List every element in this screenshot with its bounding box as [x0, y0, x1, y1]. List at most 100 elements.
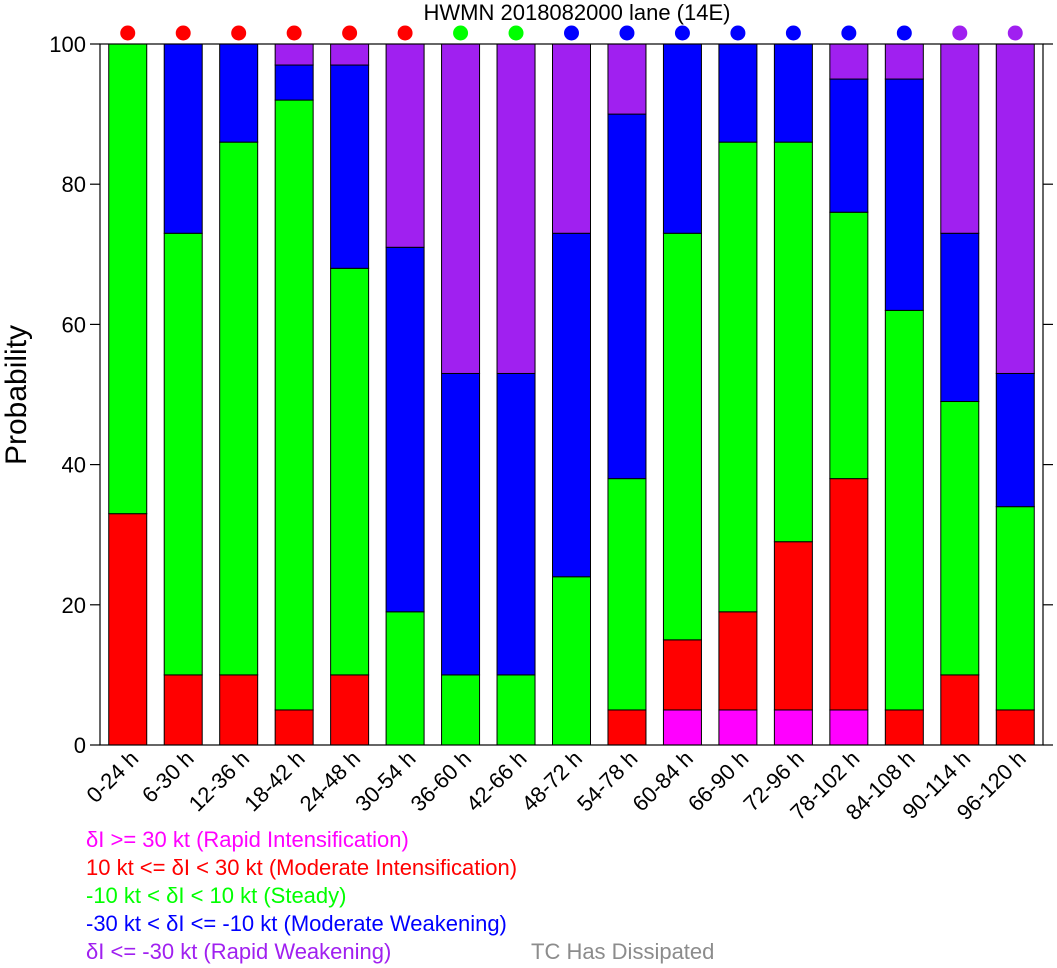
bar-segment-0-24h-s1	[108, 513, 148, 746]
bar-segment-72-96h-s0	[773, 709, 813, 746]
x-tick-label: 42-66 h	[461, 746, 531, 816]
indicator-dot-54-78h	[619, 25, 635, 41]
bar-segment-24-48h-s2	[330, 267, 370, 676]
x-tick-label: 48-72 h	[517, 746, 587, 816]
y-tick-label: 20	[62, 593, 86, 618]
bar-segment-84-108h-s3	[884, 78, 924, 311]
legend-entry: -10 kt < δI < 10 kt (Steady)	[86, 883, 347, 908]
bar-segment-96-120h-s2	[995, 506, 1035, 711]
bar-segment-96-120h-s3	[995, 372, 1035, 508]
y-tick-label: 100	[49, 32, 86, 57]
x-tick-label: 30-54 h	[350, 746, 420, 816]
bar-segment-18-42h-s4	[274, 43, 314, 66]
bar-segment-6-30h-s2	[163, 232, 203, 676]
bar-segment-84-108h-s1	[884, 709, 924, 746]
bar-segment-48-72h-s2	[552, 576, 591, 746]
bar-segment-96-120h-s1	[995, 709, 1035, 746]
bar-segment-42-66h-s3	[496, 372, 536, 676]
legend-entry: δI <= -30 kt (Rapid Weakening)	[86, 939, 392, 964]
legend: δI >= 30 kt (Rapid Intensification) 10 kt…	[86, 826, 517, 966]
y-tick-label: 80	[62, 172, 86, 197]
bar-segment-54-78h-s3	[607, 113, 647, 480]
bar-segment-90-114h-s4	[940, 43, 980, 234]
legend-entry: δI >= 30 kt (Rapid Intensification)	[86, 827, 409, 852]
legend-dissipated: TC Has Dissipated	[531, 939, 715, 964]
bar-segment-54-78h-s4	[607, 43, 647, 115]
indicator-dot-36-60h	[453, 25, 469, 41]
bars-layer	[108, 43, 1035, 746]
indicator-dot-96-120h	[1007, 25, 1023, 41]
x-tick-label: 66-90 h	[683, 746, 753, 816]
bar-segment-60-84h-s0	[662, 709, 702, 746]
x-tick-label: 54-78 h	[572, 746, 642, 816]
indicator-dot-30-54h	[397, 25, 413, 41]
x-tick-label: 12-36 h	[184, 746, 254, 816]
bar-segment-42-66h-s4	[496, 43, 536, 374]
bar-segment-24-48h-s3	[330, 64, 370, 269]
bar-segment-12-36h-s1	[219, 674, 259, 746]
bar-segment-18-42h-s1	[274, 709, 314, 746]
bar-segment-24-48h-s4	[330, 43, 370, 66]
bar-segment-6-30h-s1	[163, 674, 203, 746]
bar-segment-78-102h-s3	[829, 78, 869, 213]
bar-segment-48-72h-s3	[552, 232, 591, 578]
bar-segment-72-96h-s1	[773, 541, 813, 711]
bar-segment-66-90h-s2	[718, 141, 758, 613]
indicator-dot-66-90h	[730, 25, 746, 41]
bar-segment-18-42h-s3	[274, 64, 314, 101]
indicator-dots-layer	[120, 25, 1023, 41]
bar-segment-60-84h-s2	[662, 232, 702, 641]
bar-segment-54-78h-s2	[607, 478, 647, 711]
bar-segment-90-114h-s3	[940, 232, 980, 403]
y-tick-label: 60	[62, 312, 86, 337]
plot-frame	[99, 43, 1044, 746]
bar-segment-72-96h-s2	[773, 141, 813, 543]
bar-segment-30-54h-s2	[385, 611, 425, 746]
bar-segment-66-90h-s0	[718, 709, 758, 746]
indicator-dot-60-84h	[674, 25, 690, 41]
x-tick-label: 0-24 h	[81, 746, 143, 808]
indicator-dot-48-72h	[564, 25, 579, 41]
bar-segment-18-42h-s2	[274, 99, 314, 711]
indicator-dot-72-96h	[785, 25, 801, 41]
x-tick-label: 60-84 h	[628, 746, 698, 816]
bar-segment-78-102h-s0	[829, 709, 869, 746]
x-tick-label: 36-60 h	[406, 746, 476, 816]
bar-segment-90-114h-s2	[940, 401, 980, 676]
x-tick-label: 24-48 h	[295, 746, 365, 816]
x-tick-label: 18-42 h	[239, 746, 309, 816]
indicator-dot-42-66h	[508, 25, 524, 41]
bar-segment-66-90h-s3	[718, 43, 758, 143]
bar-segment-96-120h-s4	[995, 43, 1035, 374]
bar-segment-36-60h-s3	[441, 372, 481, 676]
bar-segment-78-102h-s4	[829, 43, 869, 80]
bar-segment-12-36h-s2	[219, 141, 259, 676]
legend-entry: 10 kt <= δI < 30 kt (Moderate Intensific…	[86, 855, 518, 880]
indicator-dot-12-36h	[231, 25, 247, 41]
bar-segment-36-60h-s2	[441, 674, 481, 746]
chart-title: HWMN 2018082000 lane (14E)	[424, 0, 731, 25]
y-tick-label: 40	[62, 453, 86, 478]
bar-segment-24-48h-s1	[330, 674, 370, 746]
indicator-dot-84-108h	[896, 25, 912, 41]
legend-entry: -30 kt < δI <= -10 kt (Moderate Weakenin…	[86, 911, 507, 936]
indicator-dot-90-114h	[952, 25, 968, 41]
bar-segment-84-108h-s4	[884, 43, 924, 80]
bar-segment-78-102h-s1	[829, 478, 869, 711]
bar-segment-30-54h-s3	[385, 246, 425, 613]
bar-segment-66-90h-s1	[718, 611, 758, 711]
bar-segment-30-54h-s4	[385, 43, 425, 248]
bar-segment-54-78h-s1	[607, 709, 647, 746]
indicator-dot-18-42h	[286, 25, 302, 41]
bar-segment-72-96h-s3	[773, 43, 813, 143]
bar-segment-78-102h-s2	[829, 211, 869, 480]
indicator-dot-6-30h	[175, 25, 191, 41]
bar-segment-60-84h-s1	[662, 639, 702, 711]
bar-segment-6-30h-s3	[163, 43, 203, 234]
bar-segment-84-108h-s2	[884, 309, 924, 711]
bar-segment-48-72h-s4	[552, 43, 591, 234]
bar-segment-36-60h-s4	[441, 43, 481, 374]
indicator-dot-0-24h	[120, 25, 136, 41]
indicator-dot-78-102h	[841, 25, 857, 41]
